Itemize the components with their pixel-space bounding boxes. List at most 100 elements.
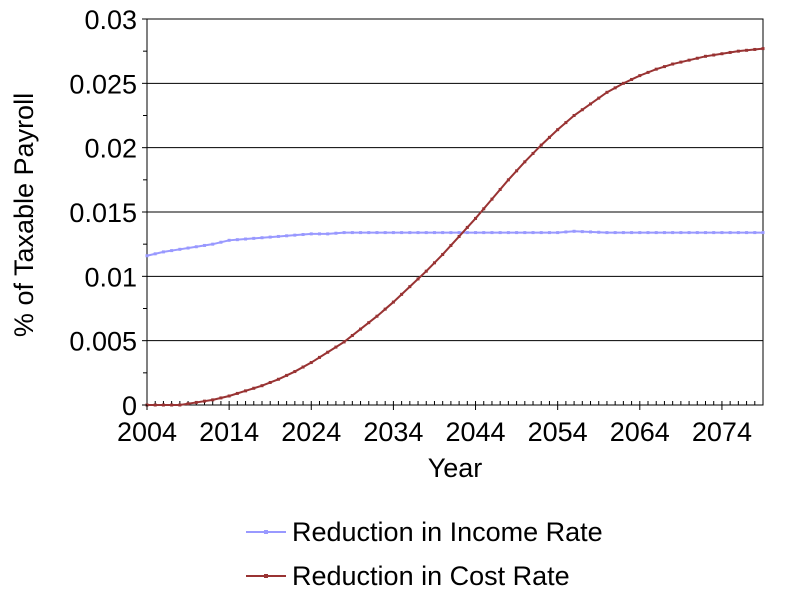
data-point [235,238,239,242]
data-point [432,261,436,265]
data-point [564,121,568,125]
data-point [687,58,691,62]
data-point [761,47,765,51]
data-point [736,49,740,53]
data-point [227,394,231,398]
y-tick-label: 0.015 [69,198,137,228]
data-point [309,361,313,365]
data-point [605,231,609,235]
data-point [498,187,502,191]
data-point [268,235,272,239]
x-tick-label: 2034 [363,417,423,447]
data-point [474,231,478,235]
data-point [564,230,568,234]
data-point [662,65,666,69]
data-point [679,231,683,235]
x-tick-label: 2074 [692,417,752,447]
series-line [146,230,763,257]
data-point [359,327,363,331]
data-point [400,231,404,235]
data-point [359,231,363,235]
data-point [276,377,280,381]
data-point [170,403,174,407]
data-point [506,178,510,182]
x-tick-label: 2064 [610,417,670,447]
data-point [515,169,519,173]
data-point [227,238,231,242]
data-point [712,231,716,235]
legend-swatch-marker [264,530,268,534]
data-point [547,231,551,235]
data-point [457,234,461,238]
data-point [268,380,272,384]
data-point [597,230,601,234]
data-point [153,252,157,256]
x-axis-tick-labels: 2004 2014 2024 2034 2044 2054 2064 2074 [117,405,752,447]
x-tick-label: 2054 [528,417,588,447]
data-point [449,243,453,247]
data-point [482,231,486,235]
data-point [646,70,650,74]
data-point [441,252,445,256]
data-point [630,77,634,81]
y-tick-label: 0 [122,391,137,421]
data-point [416,277,420,281]
data-point [424,231,428,235]
data-point [285,373,289,377]
data-point [687,231,691,235]
data-point [375,231,379,235]
horizontal-gridlines [147,18,763,342]
data-point [531,231,535,235]
data-point [202,243,206,247]
data-point [745,48,749,52]
data-point [515,231,519,235]
legend: Reduction in Income Rate Reduction in Cos… [246,517,603,591]
data-point [712,53,716,57]
data-point [383,231,387,235]
data-point [572,114,576,117]
data-point [219,240,223,244]
data-point [597,96,601,100]
data-point [638,74,642,78]
data-point [441,231,445,235]
data-point [662,231,666,235]
data-point [326,232,330,236]
data-point [317,232,321,236]
data-point [506,231,510,235]
data-point [523,160,527,164]
data-point [498,231,502,235]
data-point [720,231,724,235]
data-point [408,285,412,289]
data-point [375,314,379,318]
data-point [416,231,420,235]
data-point [178,403,182,407]
data-point [194,245,198,249]
data-point [572,229,576,233]
data-point [671,62,675,66]
data-point [309,232,313,236]
x-tick-label: 2004 [117,417,177,447]
data-point [523,231,527,235]
data-point [589,102,593,106]
data-point [736,231,740,235]
data-point [465,231,469,235]
data-point [367,321,371,325]
data-point [432,231,436,235]
data-point [252,386,256,390]
data-point [202,399,206,403]
data-point [161,403,165,407]
y-tick-label: 0.02 [84,134,137,164]
data-point [482,207,486,211]
data-point [695,231,699,235]
data-point [342,231,346,235]
legend-label: Reduction in Income Rate [292,517,603,547]
data-point [580,108,584,112]
x-tick-label: 2044 [445,417,505,447]
data-point [178,247,182,251]
data-point [465,225,469,229]
series-line [147,47,764,406]
data-point [244,389,248,393]
data-point [547,135,551,139]
data-point [301,365,305,369]
data-point [621,81,625,85]
